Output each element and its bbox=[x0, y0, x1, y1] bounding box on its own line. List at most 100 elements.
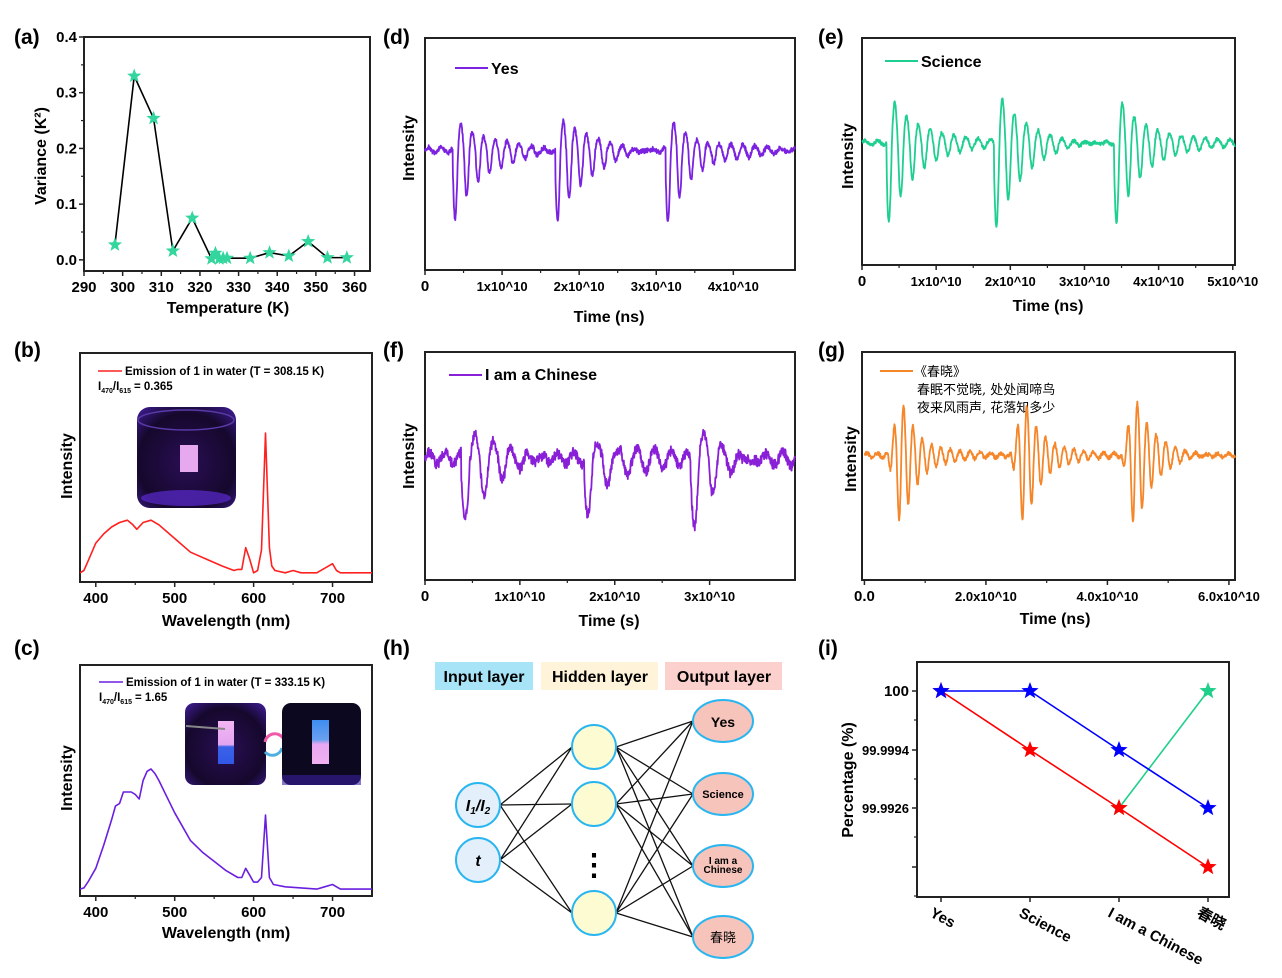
output-node-science-label: Science bbox=[702, 789, 744, 801]
a-series-line bbox=[114, 73, 347, 261]
i-data-point bbox=[1199, 682, 1217, 699]
network-edge bbox=[499, 859, 573, 914]
network-edge bbox=[615, 793, 694, 805]
a-xtick-label: 290 bbox=[71, 279, 96, 296]
e-xtick-label: 4x10^10 bbox=[1133, 274, 1184, 289]
b-xtick-label: 700 bbox=[320, 590, 345, 607]
c-ratio-label: I470/I615 = 1.65 bbox=[99, 692, 168, 706]
i-category-label: Science bbox=[1016, 905, 1074, 947]
c-xtick-label: 400 bbox=[83, 904, 108, 921]
hidden-node-1 bbox=[571, 724, 617, 770]
a-xtick-label: 330 bbox=[226, 279, 251, 296]
a-data-point bbox=[320, 250, 335, 264]
e-legend-label: Science bbox=[921, 54, 982, 71]
chart-a: 290 300 310 320 330 340 350 360 0.0 0.1 0.2 0.3 0.4 bbox=[56, 29, 371, 296]
b-xlabel: Wavelength (nm) bbox=[162, 613, 290, 630]
network-diagram: Input layer Hidden layer Output layer I1… bbox=[435, 662, 782, 959]
a-data-point bbox=[165, 243, 180, 257]
a-plot-frame bbox=[83, 36, 371, 272]
chart-c: 400 500 600 700 bbox=[79, 664, 373, 921]
network-edge bbox=[615, 720, 694, 914]
panel-label-d: (d) bbox=[383, 26, 410, 49]
g-ylabel: Intensity bbox=[843, 426, 860, 492]
a-ytick-label: 0.1 bbox=[56, 196, 77, 213]
panel-label-a: (a) bbox=[14, 26, 40, 49]
c-inset-photo-right bbox=[282, 703, 361, 785]
g-waveform-line bbox=[863, 400, 1236, 523]
charts-layer: 290 300 310 320 330 340 350 360 0.0 0.1 0.2 0.3 0.4 4… bbox=[56, 29, 1260, 969]
d-plot-frame bbox=[424, 37, 796, 271]
i-series-line-2 bbox=[941, 690, 1209, 809]
f-xtick-label: 0 bbox=[421, 588, 429, 605]
a-data-point bbox=[243, 250, 258, 265]
a-data-point bbox=[262, 245, 277, 259]
g-xtick-label: 4.0x10^10 bbox=[1077, 589, 1139, 604]
g-xtick-label: 0.0 bbox=[854, 588, 875, 605]
c-xlabel: Wavelength (nm) bbox=[162, 925, 290, 942]
a-data-point bbox=[301, 234, 316, 248]
hidden-ellipsis: ⋮ bbox=[579, 849, 609, 882]
output-layer-header-bg bbox=[665, 662, 782, 690]
i-category-label: I am a Chinese bbox=[1105, 905, 1206, 969]
d-xlabel: Time (ns) bbox=[574, 309, 645, 326]
g-xtick-label: 6.0x10^10 bbox=[1198, 589, 1260, 604]
chart-g: 0.0 2.0x10^10 4.0x10^10 6.0x10^10 bbox=[854, 351, 1260, 605]
f-ylabel: Intensity bbox=[401, 423, 418, 489]
input-layer-header: Input layer bbox=[444, 669, 525, 686]
a-xtick-label: 360 bbox=[342, 279, 367, 296]
output-node-yes-label: Yes bbox=[711, 714, 735, 730]
a-xtick-label: 350 bbox=[303, 279, 328, 296]
b-inset-photo bbox=[137, 407, 236, 508]
i-data-point bbox=[1110, 741, 1128, 758]
a-data-point bbox=[127, 68, 142, 83]
f-xtick-label: 3x10^10 bbox=[684, 589, 735, 604]
i-ytick-label: 99.9994 bbox=[862, 743, 910, 758]
a-data-point bbox=[281, 248, 296, 262]
input-node-ratio bbox=[455, 782, 501, 828]
c-xtick-label: 500 bbox=[162, 904, 187, 921]
f-xlabel: Time (s) bbox=[578, 613, 639, 630]
network-edge bbox=[499, 746, 573, 806]
g-xlabel: Time (ns) bbox=[1020, 611, 1091, 628]
a-data-point bbox=[339, 250, 354, 264]
b-xtick-label: 600 bbox=[241, 590, 266, 607]
e-xtick-label: 0 bbox=[858, 273, 866, 290]
i-ytick-label: 100 bbox=[884, 683, 909, 700]
panel-label-c: (c) bbox=[14, 637, 40, 660]
c-xtick-label: 700 bbox=[320, 904, 345, 921]
network-edge bbox=[499, 804, 573, 914]
c-ylabel: Intensity bbox=[59, 745, 76, 811]
i-plot-frame bbox=[916, 661, 1230, 898]
output-node-chinese-label-1: I am a bbox=[709, 856, 738, 867]
network-edge bbox=[615, 746, 694, 867]
c-spectrum-line bbox=[79, 768, 372, 890]
g-plot-frame bbox=[861, 351, 1236, 581]
chart-b: 400 500 600 700 bbox=[79, 352, 373, 607]
a-ytick-label: 0.3 bbox=[56, 85, 77, 102]
f-waveform-line bbox=[424, 428, 796, 532]
input-node-ratio-label: I1/I2 bbox=[466, 798, 491, 817]
a-data-point bbox=[146, 110, 161, 125]
i-data-point bbox=[1199, 858, 1217, 875]
c-xtick-label: 600 bbox=[241, 904, 266, 921]
a-xtick-label: 340 bbox=[265, 279, 290, 296]
f-legend-label: I am a Chinese bbox=[485, 367, 597, 384]
b-xtick-label: 500 bbox=[162, 590, 187, 607]
output-node-chinese bbox=[692, 844, 754, 888]
network-edge bbox=[615, 720, 694, 805]
output-layer-header: Output layer bbox=[677, 669, 771, 686]
a-xtick-label: 320 bbox=[187, 279, 212, 296]
network-edge bbox=[615, 746, 694, 795]
i-series-line-0 bbox=[1118, 690, 1209, 809]
a-data-point bbox=[219, 250, 235, 265]
network-edge bbox=[499, 803, 573, 861]
d-ylabel: Intensity bbox=[401, 115, 418, 181]
g-poem-line-2: 夜来风雨声, 花落知多少 bbox=[917, 400, 1055, 416]
hidden-layer-header: Hidden layer bbox=[552, 669, 648, 686]
swap-arrows-icon bbox=[263, 732, 285, 757]
i-data-point bbox=[1021, 682, 1039, 699]
d-xtick-label: 2x10^10 bbox=[554, 279, 605, 294]
b-spectrum-line bbox=[79, 432, 372, 574]
chart-f: 0 1x10^10 2x10^10 3x10^10 bbox=[421, 351, 796, 605]
e-xtick-label: 2x10^10 bbox=[985, 274, 1036, 289]
